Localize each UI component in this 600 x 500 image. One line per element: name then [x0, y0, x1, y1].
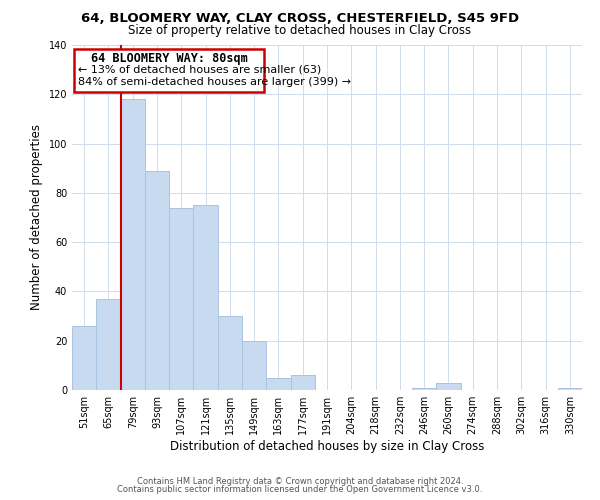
Text: ← 13% of detached houses are smaller (63): ← 13% of detached houses are smaller (63…	[78, 64, 322, 74]
Text: 64 BLOOMERY WAY: 80sqm: 64 BLOOMERY WAY: 80sqm	[91, 52, 248, 66]
Bar	[145, 170, 169, 390]
Bar	[242, 340, 266, 390]
Bar	[290, 375, 315, 390]
Text: 64, BLOOMERY WAY, CLAY CROSS, CHESTERFIELD, S45 9FD: 64, BLOOMERY WAY, CLAY CROSS, CHESTERFIE…	[81, 12, 519, 26]
Y-axis label: Number of detached properties: Number of detached properties	[30, 124, 43, 310]
Text: Size of property relative to detached houses in Clay Cross: Size of property relative to detached ho…	[128, 24, 472, 37]
Bar	[412, 388, 436, 390]
Bar	[436, 382, 461, 390]
Text: Contains public sector information licensed under the Open Government Licence v3: Contains public sector information licen…	[118, 484, 482, 494]
Bar	[193, 205, 218, 390]
Text: 84% of semi-detached houses are larger (399) →: 84% of semi-detached houses are larger (…	[78, 77, 351, 87]
FancyBboxPatch shape	[74, 48, 264, 92]
Bar	[266, 378, 290, 390]
Bar	[558, 388, 582, 390]
X-axis label: Distribution of detached houses by size in Clay Cross: Distribution of detached houses by size …	[170, 440, 484, 453]
Bar	[121, 99, 145, 390]
Bar	[96, 299, 121, 390]
Text: Contains HM Land Registry data © Crown copyright and database right 2024.: Contains HM Land Registry data © Crown c…	[137, 477, 463, 486]
Bar	[218, 316, 242, 390]
Bar	[169, 208, 193, 390]
Bar	[72, 326, 96, 390]
